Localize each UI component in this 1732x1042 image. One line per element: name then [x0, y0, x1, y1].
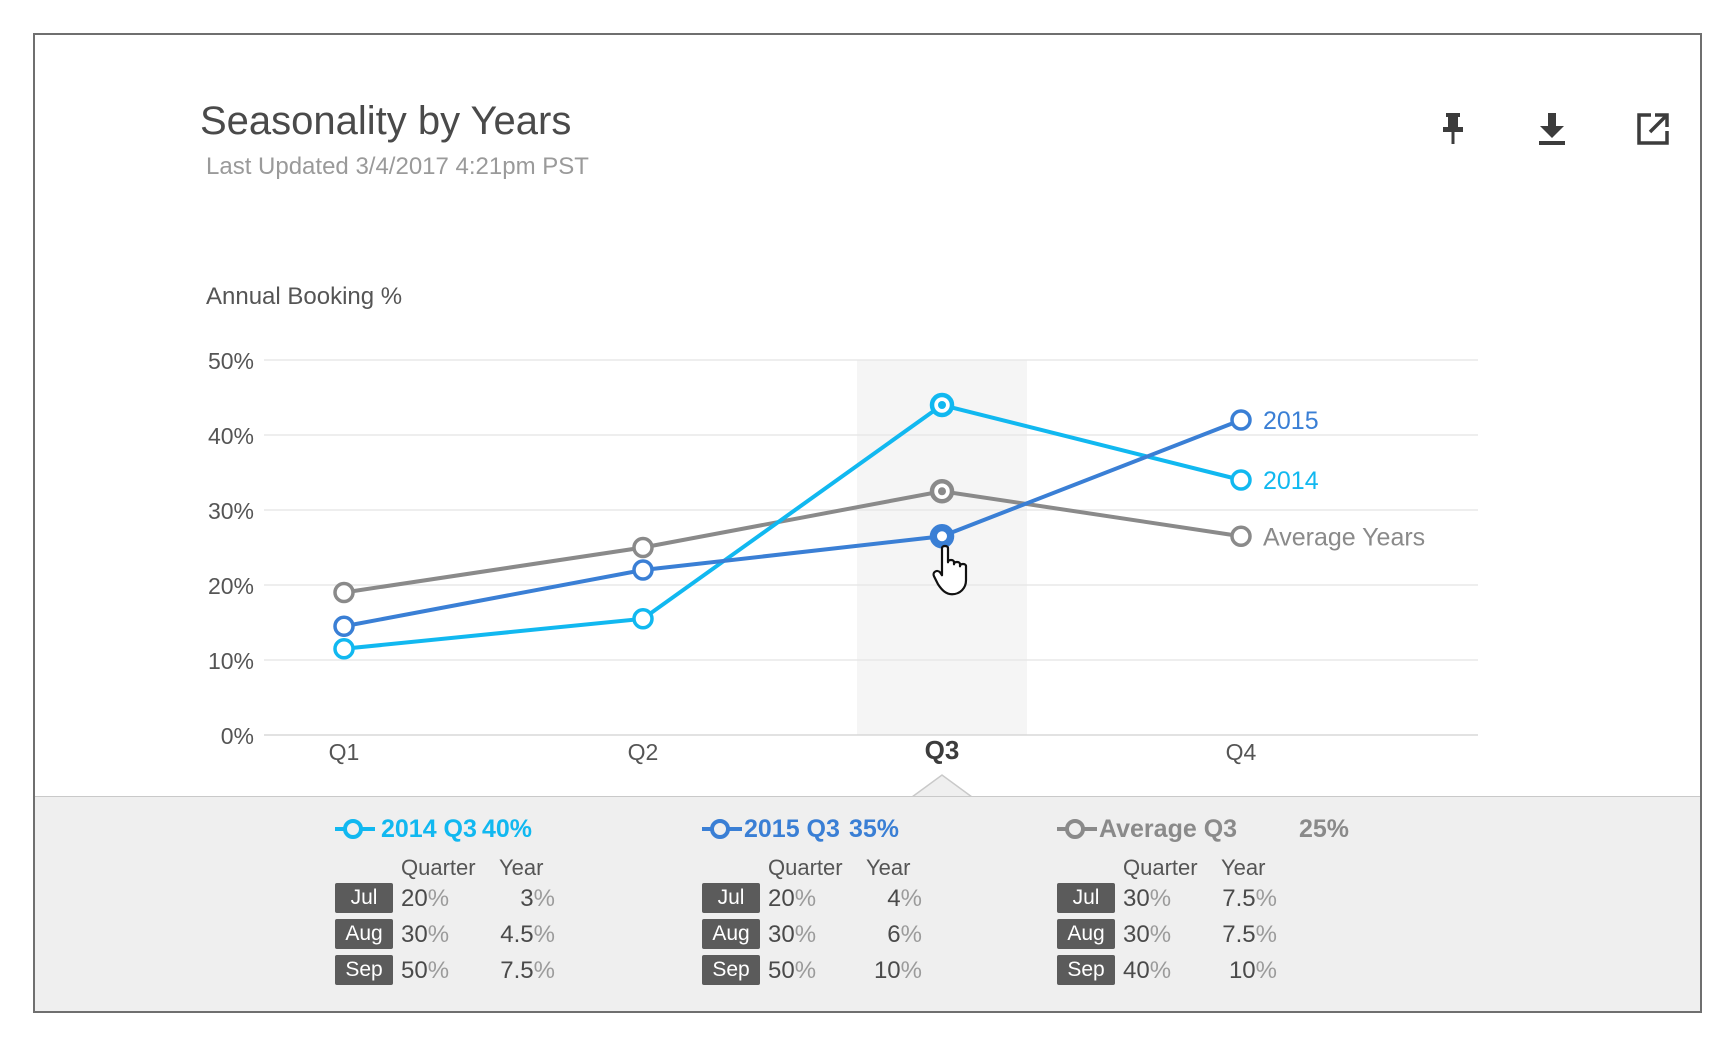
- data-point[interactable]: [1230, 525, 1252, 547]
- line-chart: 0% 10% 20% 30% 40% 50% Q1 Q2 Q3 Q4 2015 2014 Average…: [208, 348, 1478, 798]
- quarter-percent: 30%: [1123, 885, 1172, 912]
- year-percent: 4%: [887, 885, 922, 912]
- year-percent: 7.5%: [1222, 885, 1277, 912]
- series-line: [343, 418, 1242, 629]
- download-button[interactable]: [1530, 107, 1574, 151]
- quarter-column-header: Quarter: [768, 855, 843, 880]
- month-badge: Sep: [702, 955, 760, 985]
- month-row: Aug 30% 6%: [702, 919, 922, 953]
- pin-icon: [1443, 113, 1463, 144]
- month-badge: Sep: [1057, 955, 1115, 985]
- data-point-center: [937, 531, 947, 542]
- month-row: Sep 40% 10%: [1057, 955, 1277, 989]
- y-tick-label: 50%: [208, 348, 254, 374]
- data-point[interactable]: [632, 559, 654, 581]
- year-percent: 7.5%: [500, 957, 555, 984]
- quarter-percent: 40%: [1123, 957, 1172, 984]
- x-tick-label[interactable]: Q1: [329, 739, 360, 765]
- series-marker-icon: [702, 819, 742, 839]
- x-tick-label: Q3: [925, 735, 960, 765]
- year-percent: 6%: [887, 921, 922, 948]
- series-line: [343, 402, 1242, 651]
- month-badge: Jul: [1057, 883, 1115, 913]
- month-row: Sep 50% 10%: [702, 955, 922, 989]
- month-badge: Jul: [335, 883, 393, 913]
- series-marker-icon: [1057, 819, 1097, 839]
- data-point[interactable]: [333, 638, 355, 660]
- month-row: Jul 20% 4%: [702, 883, 922, 917]
- y-tick-label: 30%: [208, 498, 254, 524]
- download-icon: [1539, 113, 1565, 145]
- series-marker-icon: [335, 819, 375, 839]
- series-end-label: 2014: [1263, 467, 1319, 495]
- data-point[interactable]: [632, 608, 654, 630]
- quarter-percent: 50%: [401, 957, 450, 984]
- series-end-label: 2015: [1263, 407, 1319, 435]
- open-external-icon: [1637, 113, 1669, 145]
- month-row: Jul 30% 7.5%: [1057, 883, 1277, 917]
- quarter-percent: 30%: [1123, 921, 1172, 948]
- chart-title: Seasonality by Years: [200, 99, 572, 143]
- year-percent: 7.5%: [1222, 921, 1277, 948]
- x-tick-label[interactable]: Q2: [628, 739, 659, 765]
- year-percent: 4.5%: [500, 921, 555, 948]
- year-percent: 10%: [1228, 957, 1277, 984]
- chart-card: Seasonality by Years Last Updated 3/4/20…: [33, 33, 1702, 1013]
- y-tick-label: 10%: [208, 648, 254, 674]
- quarter-percent: 50%: [768, 957, 817, 984]
- month-badge: Sep: [335, 955, 393, 985]
- year-percent: 3%: [520, 885, 555, 912]
- data-point[interactable]: [333, 615, 355, 637]
- quarter-percent: 30%: [401, 921, 450, 948]
- month-row: Aug 30% 4.5%: [335, 919, 555, 953]
- month-row: Jul 20% 3%: [335, 883, 555, 917]
- detail-group-value: 40%: [482, 815, 533, 843]
- series-end-label: Average Years: [1263, 523, 1425, 551]
- data-point[interactable]: [1230, 469, 1252, 491]
- data-point[interactable]: [1230, 409, 1252, 431]
- year-column-header: Year: [1221, 855, 1266, 880]
- detail-group-value: 35%: [849, 815, 900, 843]
- y-axis-label: Annual Booking %: [206, 283, 403, 310]
- quarter-column-header: Quarter: [1123, 855, 1198, 880]
- x-tick-label[interactable]: Q4: [1226, 739, 1257, 765]
- month-badge: Aug: [1057, 919, 1115, 949]
- detail-pointer: [909, 774, 975, 798]
- y-tick-label: 40%: [208, 423, 254, 449]
- y-tick-label: 0%: [221, 723, 254, 749]
- month-row: Aug 30% 7.5%: [1057, 919, 1277, 953]
- hand-cursor-icon: [932, 544, 968, 596]
- data-point-center: [938, 401, 946, 409]
- year-percent: 10%: [873, 957, 922, 984]
- quarter-column-header: Quarter: [401, 855, 476, 880]
- detail-group-name: 2014 Q3: [381, 815, 477, 843]
- series-line: [343, 489, 1242, 595]
- data-point[interactable]: [333, 581, 355, 604]
- month-row: Sep 50% 7.5%: [335, 955, 555, 989]
- month-badge: Aug: [335, 919, 393, 949]
- detail-group-name: 2015 Q3: [744, 815, 840, 843]
- quarter-percent: 30%: [768, 921, 817, 948]
- open-external-button[interactable]: [1631, 107, 1675, 151]
- detail-group-value: 25%: [1299, 815, 1350, 843]
- detail-group-name: Average Q3: [1099, 815, 1238, 843]
- quarter-detail-panel: 2014 Q3 40% Quarter Year Jul 20% 3% Aug 30% 4.5% S…: [35, 796, 1700, 1011]
- y-tick-label: 20%: [208, 573, 254, 599]
- data-point[interactable]: [632, 536, 654, 559]
- pin-button[interactable]: [1431, 107, 1475, 151]
- quarter-percent: 20%: [401, 885, 450, 912]
- year-column-header: Year: [866, 855, 911, 880]
- month-badge: Aug: [702, 919, 760, 949]
- last-updated-text: Last Updated 3/4/2017 4:21pm PST: [206, 153, 589, 180]
- quarter-percent: 20%: [768, 885, 817, 912]
- year-column-header: Year: [499, 855, 544, 880]
- data-point-center: [938, 487, 946, 496]
- month-badge: Jul: [702, 883, 760, 913]
